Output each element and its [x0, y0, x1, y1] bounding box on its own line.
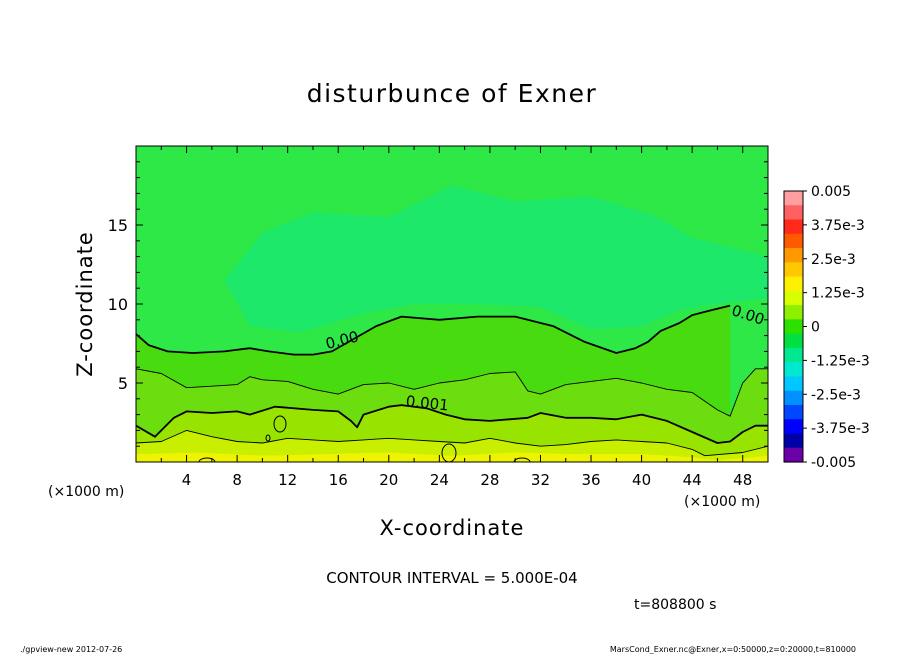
- colorbar-label: -0.005: [811, 455, 856, 471]
- x-tick-label: 16: [329, 471, 348, 489]
- contour-line: [136, 304, 731, 356]
- colorbar-label: -2.5e-3: [811, 387, 861, 403]
- colorbar-swatch: [784, 205, 803, 221]
- x-tick-label: 36: [581, 471, 600, 489]
- y-axis: 5 10 15: [108, 161, 768, 447]
- field-core-region: [224, 185, 768, 333]
- time-text: t=808800 s: [634, 597, 716, 613]
- contour-lines: [136, 304, 768, 457]
- colorbar: [784, 191, 803, 463]
- colorbar-swatch: [784, 390, 803, 406]
- colorbar-swatch: [784, 233, 803, 249]
- small-contour: [265, 434, 271, 442]
- field-band-002: [136, 452, 768, 462]
- y-tick-label: 10: [108, 295, 128, 314]
- colorbar-swatch: [784, 347, 803, 363]
- x-tick-label: 4: [182, 471, 192, 489]
- x-tick-label: 48: [733, 471, 752, 489]
- colorbar-swatch: [784, 305, 803, 320]
- colorbar-swatch: [784, 419, 803, 435]
- small-contour: [198, 457, 216, 462]
- colorbar-label: 1.25e-3: [811, 286, 865, 302]
- x-tick-label: 24: [430, 471, 449, 489]
- small-contour: [441, 443, 457, 462]
- x-tick-label: 32: [531, 471, 550, 489]
- x-tick-label: 28: [480, 471, 499, 489]
- colorbar-swatch: [784, 333, 803, 349]
- plot-area: 0.000.000.001: [136, 146, 768, 462]
- colorbar-swatch: [784, 376, 803, 392]
- colorbar-swatch: [784, 248, 803, 263]
- contour-line: [136, 368, 768, 417]
- small-contour: [273, 415, 287, 433]
- y-tick-label: 15: [108, 216, 128, 235]
- small-contour: [513, 457, 531, 462]
- contour-line: [136, 404, 768, 444]
- x-tick-label: 44: [683, 471, 702, 489]
- small-contours: [198, 415, 531, 462]
- x-tick-label: 12: [278, 471, 297, 489]
- colorbar-swatch: [784, 219, 803, 235]
- x-tick-label: 40: [632, 471, 651, 489]
- x-axis-label: X-coordinate: [380, 516, 525, 540]
- colorbar-swatch: [784, 319, 803, 335]
- colorbar-label: 2.5e-3: [811, 252, 856, 268]
- x-tick-label: 8: [232, 471, 242, 489]
- x-unit-note-left: (×1000 m): [48, 484, 124, 500]
- colorbar-labels: 0.005 3.75e-3 2.5e-3 1.25e-3 0 -1.25e-3 -2.5e-…: [803, 184, 870, 471]
- y-axis-label: Z-coordinate: [73, 231, 97, 377]
- colorbar-label: 0.005: [811, 184, 851, 200]
- colorbar-label: 0: [811, 320, 820, 336]
- colorbar-swatch: [784, 447, 803, 463]
- colorbar-label: -3.75e-3: [811, 421, 870, 437]
- footer-right: MarsCond_Exner.nc@Exner,x=0:50000,z=0:20…: [610, 645, 856, 654]
- colorbar-swatch: [784, 290, 803, 306]
- colorbar-swatch: [784, 191, 803, 206]
- colorbar-swatch: [784, 433, 803, 449]
- colorbar-swatch: [784, 262, 803, 278]
- x-tick-label: 20: [379, 471, 398, 489]
- footer-left: ./gpview-new 2012-07-26: [20, 645, 122, 654]
- y-tick-label: 5: [118, 374, 128, 393]
- x-unit-note-right: (×1000 m): [684, 494, 760, 510]
- colorbar-swatch: [784, 276, 803, 292]
- colorbar-label: 3.75e-3: [811, 218, 865, 234]
- colorbar-swatch: [784, 404, 803, 420]
- chart-title: disturbunce of Exner: [307, 79, 598, 108]
- contour-interval-text: CONTOUR INTERVAL = 5.000E-04: [326, 569, 577, 587]
- colorbar-label: -1.25e-3: [811, 353, 870, 369]
- colorbar-swatch: [784, 362, 803, 378]
- contour-line: [136, 429, 768, 457]
- contour-label: 0.001: [405, 392, 450, 414]
- x-axis: 4 8 12 16 20 24 28 32 36 40 44 48: [160, 146, 752, 489]
